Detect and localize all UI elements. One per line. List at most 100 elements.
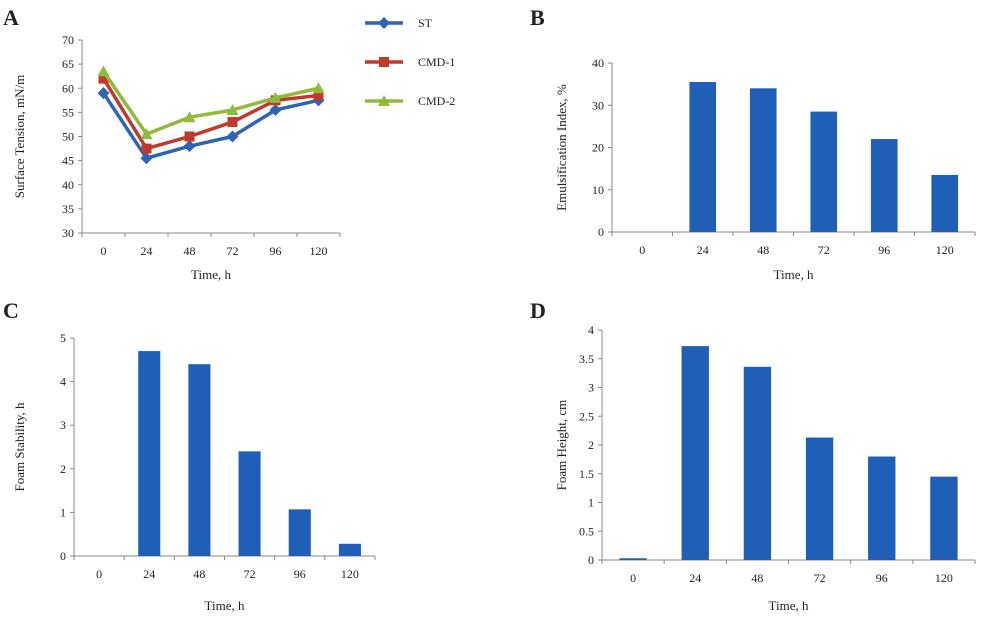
x-axis-title: Time, h xyxy=(769,598,809,613)
bar xyxy=(805,437,834,560)
data-point xyxy=(140,128,153,140)
y-tick-label: 5 xyxy=(60,331,66,345)
y-tick-label: 10 xyxy=(592,183,604,197)
y-tick-label: 4 xyxy=(588,323,594,337)
bar xyxy=(870,139,898,232)
y-tick-label: 3.5 xyxy=(579,352,594,366)
y-tick-label: 4 xyxy=(60,375,66,389)
bar xyxy=(238,451,261,556)
bar xyxy=(931,174,959,232)
y-tick-label: 0 xyxy=(60,549,66,563)
y-tick-label: 0 xyxy=(598,225,604,239)
data-point xyxy=(269,91,282,103)
bar xyxy=(930,476,958,560)
bar xyxy=(743,366,772,560)
chart-emulsification-index: 0 10 20 30 40 0 24 48 72 96 120 Emulsification Inde… xyxy=(554,56,976,282)
y-tick-label: 0.5 xyxy=(579,524,594,538)
y-tick-label: 40 xyxy=(62,178,74,192)
x-tick-label: 96 xyxy=(876,571,888,585)
data-point xyxy=(227,117,238,128)
x-tick-label: 72 xyxy=(818,243,830,257)
data-point xyxy=(97,87,110,100)
data-point xyxy=(269,103,282,116)
bar xyxy=(681,346,709,560)
y-tick-label: 60 xyxy=(62,81,74,95)
y-axis-title: Surface Tension, mN/m xyxy=(12,75,27,198)
legend-marker xyxy=(378,17,390,29)
y-tick-label: 1.5 xyxy=(579,467,594,481)
panel-letter-c: C xyxy=(3,298,19,323)
bar xyxy=(810,111,838,232)
x-tick-label: 0 xyxy=(630,571,636,585)
y-tick-label: 2.5 xyxy=(579,409,594,423)
y-tick-label: 2 xyxy=(588,438,594,452)
x-tick-label: 96 xyxy=(294,567,306,581)
y-tick-label: 65 xyxy=(62,57,74,71)
legend-label: CMD-1 xyxy=(418,55,455,69)
x-tick-label: 0 xyxy=(96,567,102,581)
bar xyxy=(749,88,777,232)
bar xyxy=(689,82,717,232)
x-tick-label: 24 xyxy=(697,243,709,257)
x-axis-title: Time, h xyxy=(205,598,245,613)
x-tick-label: 48 xyxy=(757,243,769,257)
y-tick-label: 30 xyxy=(62,226,74,240)
x-tick-label: 48 xyxy=(751,571,763,585)
chart-foam-height: 0 0.5 1 1.5 2 2.5 3 3.5 4 0 24 48 72 96 120 Foam Height… xyxy=(554,323,976,613)
bar xyxy=(188,364,211,556)
y-tick-label: 20 xyxy=(592,141,604,155)
x-tick-label: 72 xyxy=(244,567,256,581)
data-point xyxy=(312,82,325,94)
data-point xyxy=(97,65,110,77)
data-point xyxy=(140,152,153,165)
x-tick-label: 72 xyxy=(227,244,239,258)
bar xyxy=(338,543,361,556)
x-tick-label: 120 xyxy=(936,243,954,257)
bar xyxy=(868,456,896,560)
bar xyxy=(138,351,161,556)
y-axis-title: Emulsification Index, % xyxy=(554,84,569,211)
x-tick-label: 96 xyxy=(270,244,282,258)
y-tick-label: 55 xyxy=(62,105,74,119)
y-tick-label: 2 xyxy=(60,462,66,476)
y-axis-title: Foam Height, cm xyxy=(554,400,569,491)
x-tick-label: 24 xyxy=(143,567,155,581)
x-axis-title: Time, h xyxy=(774,267,814,282)
data-point xyxy=(226,130,239,143)
legend-marker xyxy=(379,57,389,67)
legend-marker xyxy=(378,95,390,106)
y-tick-label: 1 xyxy=(588,496,594,510)
y-tick-label: 0 xyxy=(588,553,594,567)
y-tick-label: 45 xyxy=(62,154,74,168)
chart-foam-stability: 0 1 2 3 4 5 0 24 48 72 96 120 Foam Stability, h Time,… xyxy=(12,331,376,613)
series-line xyxy=(102,77,319,151)
y-tick-label: 35 xyxy=(62,202,74,216)
data-point xyxy=(98,73,109,84)
panel-letter-b: B xyxy=(530,5,545,30)
panel-letter-d: D xyxy=(530,298,546,323)
y-tick-label: 70 xyxy=(62,33,74,47)
data-point xyxy=(141,143,152,154)
y-tick-label: 50 xyxy=(62,130,74,144)
legend-label: ST xyxy=(418,16,433,30)
y-axis-title: Foam Stability, h xyxy=(12,402,27,492)
x-tick-label: 120 xyxy=(935,571,953,585)
x-tick-label: 120 xyxy=(341,567,359,581)
x-tick-label: 48 xyxy=(184,244,196,258)
x-tick-label: 48 xyxy=(193,567,205,581)
legend-label: CMD-2 xyxy=(418,94,455,108)
x-tick-label: 0 xyxy=(639,243,645,257)
x-tick-label: 24 xyxy=(689,571,701,585)
data-point xyxy=(183,140,196,153)
panel-letter-a: A xyxy=(3,5,19,30)
y-tick-label: 3 xyxy=(60,418,66,432)
bar xyxy=(288,509,311,556)
data-point xyxy=(313,90,324,101)
x-tick-label: 72 xyxy=(814,571,826,585)
x-tick-label: 96 xyxy=(878,243,890,257)
data-point xyxy=(183,111,196,123)
y-tick-label: 30 xyxy=(592,98,604,112)
series-line xyxy=(102,92,319,160)
data-point xyxy=(226,103,239,115)
